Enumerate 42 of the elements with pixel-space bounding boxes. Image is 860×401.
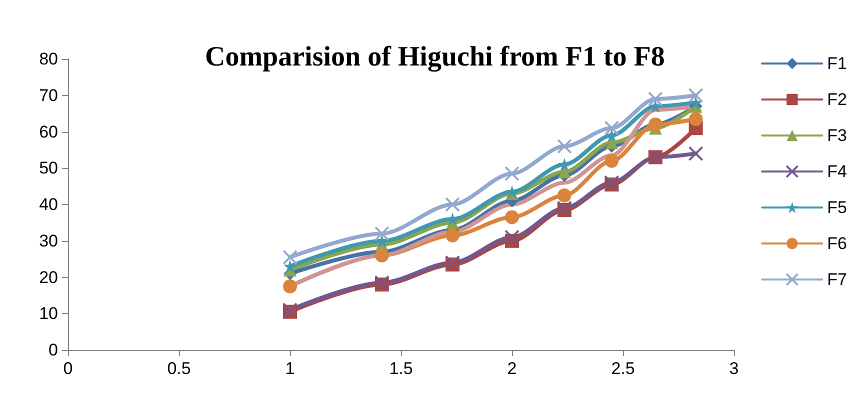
x-tick-label: 1 xyxy=(285,359,295,378)
legend-label: F5 xyxy=(827,198,848,217)
point xyxy=(282,250,298,265)
point xyxy=(648,92,663,107)
point xyxy=(504,166,520,182)
point xyxy=(374,226,390,242)
y-tick-label: 30 xyxy=(39,231,58,250)
point xyxy=(374,248,389,262)
point xyxy=(604,120,620,136)
x-tick-label: 1.5 xyxy=(389,359,413,378)
y-tick-label: 0 xyxy=(48,340,58,360)
x-tick-label: 3 xyxy=(729,359,739,378)
point xyxy=(604,154,619,168)
point xyxy=(505,210,519,224)
point xyxy=(445,197,460,212)
point xyxy=(688,112,703,126)
legend-label: F2 xyxy=(827,90,848,109)
x-tick-label: 2 xyxy=(507,359,517,378)
y-tick-label: 10 xyxy=(39,304,58,324)
legend-label: F1 xyxy=(827,54,848,73)
x-tick-label: 0 xyxy=(63,359,73,378)
y-tick-label: 20 xyxy=(39,268,58,287)
x-tick-label: 2.5 xyxy=(611,359,635,378)
legend-label: F4 xyxy=(827,162,848,181)
y-tick-label: 60 xyxy=(39,122,58,142)
y-tick-label: 50 xyxy=(39,158,58,178)
point xyxy=(688,88,704,103)
legend-label: F6 xyxy=(827,234,848,253)
point xyxy=(504,230,520,245)
y-tick-label: 40 xyxy=(39,195,58,214)
y-tick-label: 70 xyxy=(39,86,58,105)
chart-title: Comparision of Higuchi from F1 to F8 xyxy=(205,42,665,72)
point xyxy=(283,279,297,294)
point xyxy=(557,188,572,202)
legend-label: F3 xyxy=(827,126,848,145)
point xyxy=(446,228,460,242)
point xyxy=(688,146,704,162)
point xyxy=(556,138,572,154)
legend-label: F7 xyxy=(827,270,848,289)
x-tick-label: 0.5 xyxy=(167,359,191,378)
y-tick-label: 80 xyxy=(39,50,58,68)
point xyxy=(689,96,702,110)
